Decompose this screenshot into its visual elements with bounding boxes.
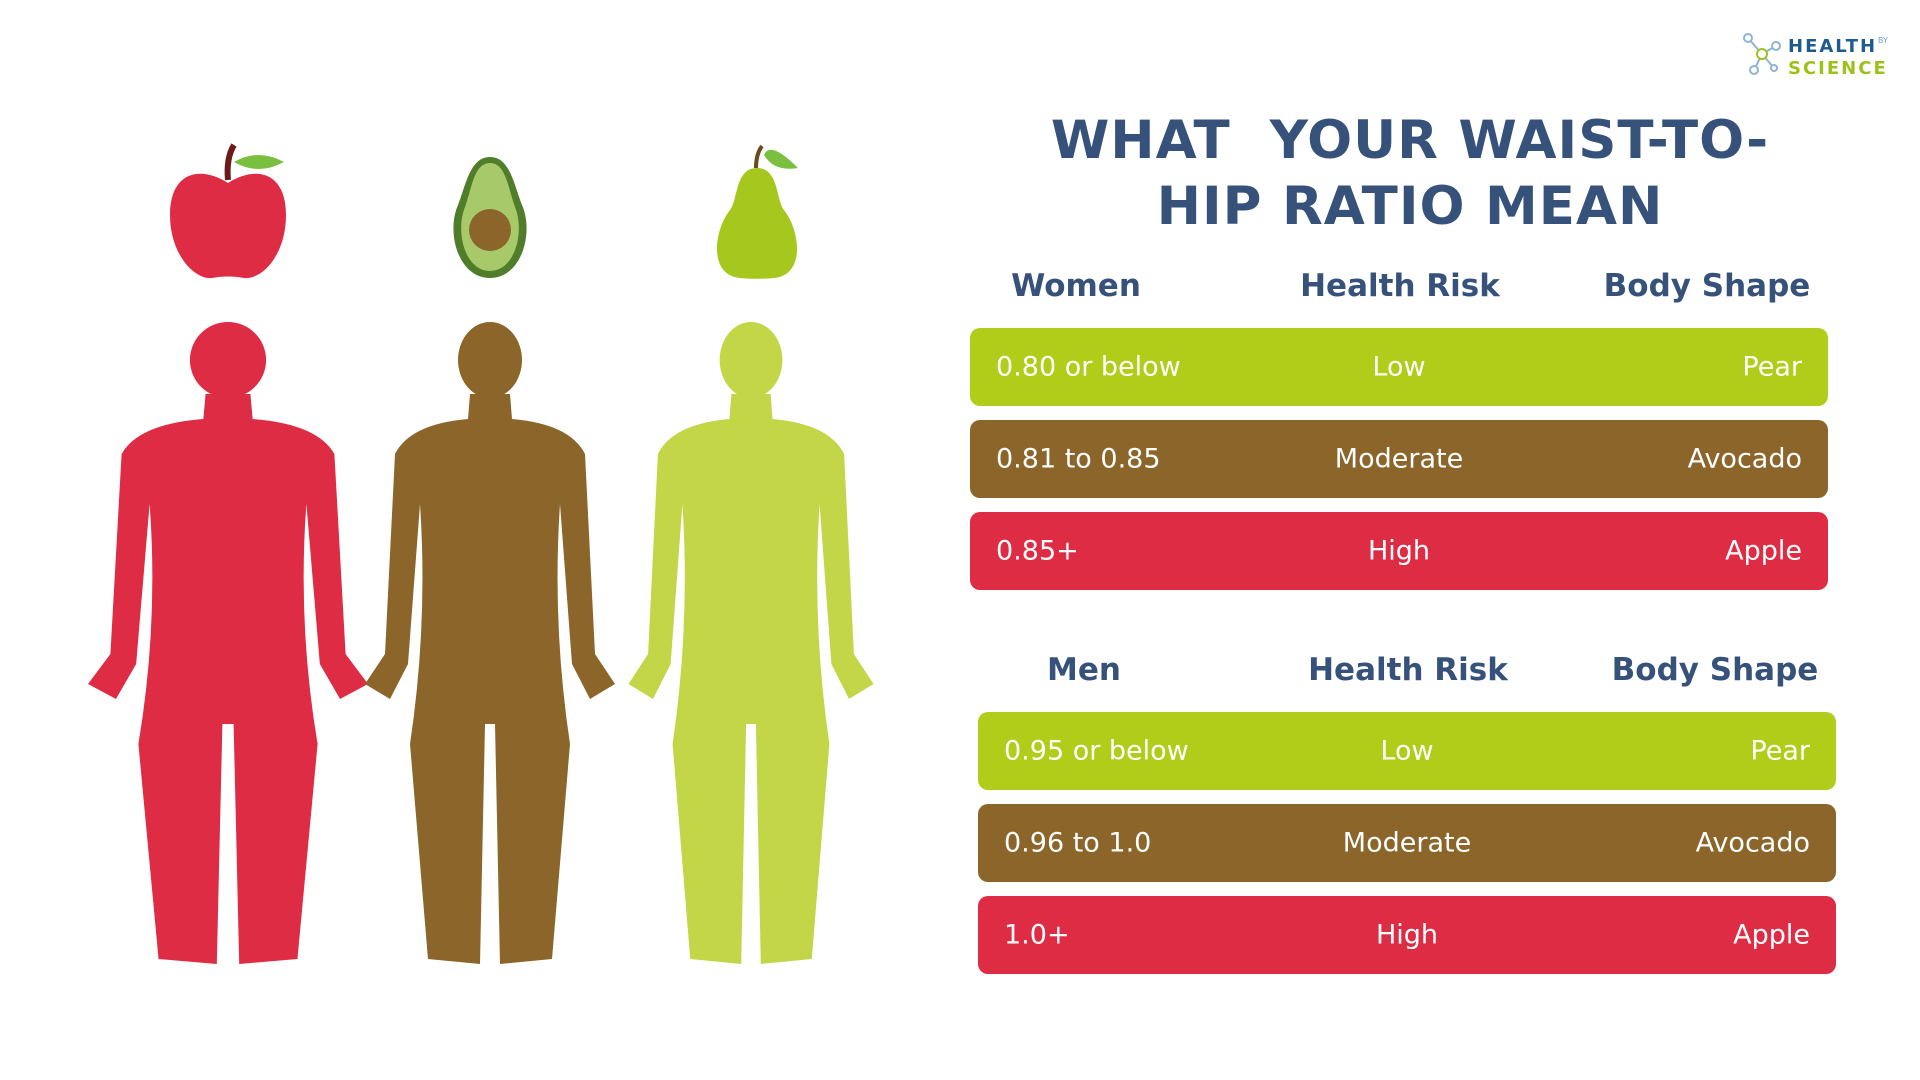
table-row: 0.81 to 0.85 Moderate Avocado [970, 420, 1828, 498]
table-cell: 1.0+ [1004, 919, 1070, 951]
table-cell: Pear [1742, 351, 1802, 383]
logo: HEALTH BY SCIENCE [1740, 30, 1888, 84]
figure-apple [88, 322, 368, 964]
table-header: Men Health Risk Body Shape [978, 652, 1836, 712]
table-header: Women Health Risk Body Shape [970, 268, 1828, 328]
logo-icon [1743, 33, 1781, 75]
table-row: 0.85+ High Apple [970, 512, 1828, 590]
table-cell: Pear [1750, 735, 1810, 767]
table-cell: 0.85+ [996, 535, 1079, 567]
table-cell: Moderate [1334, 443, 1464, 475]
table-row: 0.96 to 1.0 Moderate Avocado [978, 804, 1836, 882]
table-cell: Low [1372, 351, 1426, 383]
table-cell: Low [1380, 735, 1434, 767]
header-cell: Women [1011, 268, 1141, 304]
table-cell: Apple [1733, 919, 1810, 951]
header-cell: Body Shape [1603, 268, 1811, 304]
header-cell: Men [1047, 652, 1121, 688]
logo-by: BY [1878, 36, 1888, 45]
pear-icon [716, 144, 798, 279]
ratio-table: Women Health Risk Body Shape 0.80 or below L… [970, 268, 1828, 604]
illustrations [88, 143, 874, 964]
table-cell: High [1367, 535, 1431, 567]
table-row: 0.80 or below Low Pear [970, 328, 1828, 406]
title: WHAT YOUR WAIST-TO-HIP RATIO MEAN [1050, 110, 1770, 237]
header-cell: Body Shape [1611, 652, 1819, 688]
ratio-table: Men Health Risk Body Shape 0.95 or below Low… [978, 652, 1836, 988]
table-cell: Apple [1725, 535, 1802, 567]
avocado-icon [453, 157, 527, 278]
figure-avocado [365, 322, 615, 964]
header-cell: Health Risk [1300, 268, 1500, 304]
table-cell: Avocado [1687, 443, 1802, 475]
apple-icon [170, 143, 286, 279]
table-cell: 0.80 or below [996, 351, 1181, 383]
table-cell: 0.81 to 0.85 [996, 443, 1161, 475]
table-cell: 0.95 or below [1004, 735, 1189, 767]
table-cell: Avocado [1695, 827, 1810, 859]
table-row: 1.0+ High Apple [978, 896, 1836, 974]
header-cell: Health Risk [1308, 652, 1508, 688]
table-cell: Moderate [1342, 827, 1472, 859]
logo-text: SCIENCE [1788, 58, 1888, 79]
figure-pear [628, 322, 874, 964]
table-cell: 0.96 to 1.0 [1004, 827, 1152, 859]
table-row: 0.95 or below Low Pear [978, 712, 1836, 790]
table-cell: High [1375, 919, 1439, 951]
logo-text: HEALTH [1788, 36, 1878, 57]
